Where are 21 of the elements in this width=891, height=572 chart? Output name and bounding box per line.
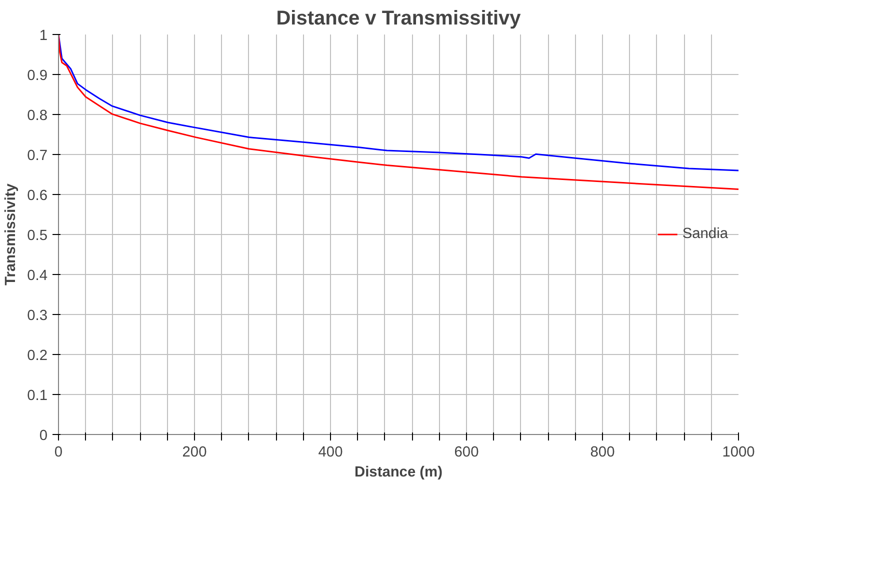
- chart-title: Distance v Transmissitivy: [276, 8, 522, 30]
- x-tick-label: 400: [318, 444, 343, 460]
- y-tick-label: 0.6: [27, 188, 48, 204]
- x-tick-label: 0: [54, 444, 63, 460]
- y-tick-label: 0.5: [27, 228, 48, 244]
- legend-label: Sandia: [682, 226, 728, 242]
- y-tick-label: 0.9: [27, 68, 48, 84]
- y-tick-label: 0.3: [27, 308, 48, 324]
- y-tick-label: 0.7: [27, 148, 48, 164]
- y-tick-label: 0.4: [27, 268, 48, 284]
- y-axis-title: Transmissivity: [3, 182, 20, 286]
- x-tick-label: 200: [182, 444, 207, 460]
- y-tick-label: 0.8: [27, 108, 48, 124]
- x-tick-label: 600: [454, 444, 479, 460]
- y-tick-label: 0.1: [27, 388, 48, 404]
- y-tick-label: 0: [39, 428, 48, 444]
- y-tick-label: 0.2: [27, 348, 48, 364]
- x-tick-label: 800: [590, 444, 615, 460]
- x-axis-title: Distance (m): [354, 464, 443, 480]
- x-tick-label: 1000: [722, 444, 755, 460]
- y-tick-label: 1: [39, 28, 48, 44]
